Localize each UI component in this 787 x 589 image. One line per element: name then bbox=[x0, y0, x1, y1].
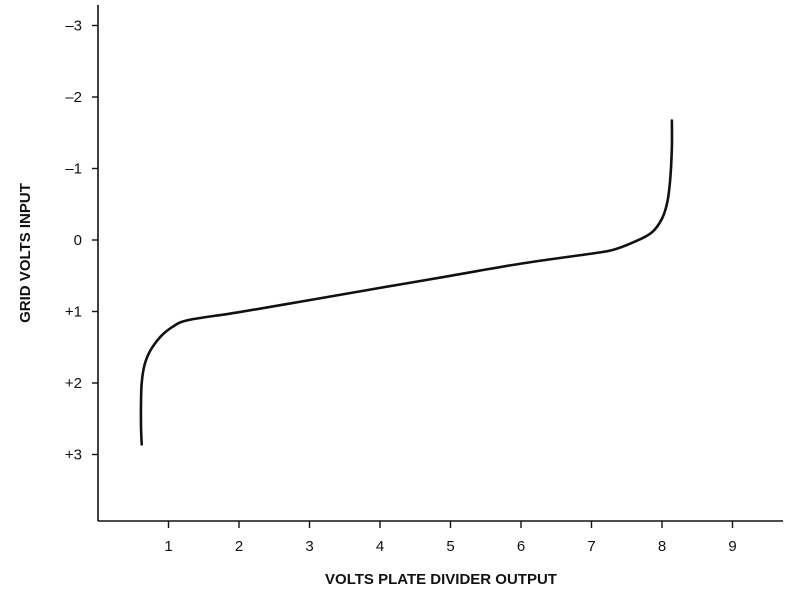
y-tick-label: +2 bbox=[65, 375, 82, 392]
x-tick-label: 8 bbox=[658, 538, 666, 555]
x-axis-title: VOLTS PLATE DIVIDER OUTPUT bbox=[325, 571, 557, 588]
tick-group: 1 2 3 4 5 6 7 8 9 –3 –2 –1 0 +1 +2 +3 bbox=[65, 18, 737, 556]
axes bbox=[97, 5, 783, 522]
series-line bbox=[139, 119, 674, 446]
x-tick-label: 1 bbox=[164, 538, 172, 555]
x-tick-label: 3 bbox=[305, 538, 313, 555]
x-tick-label: 2 bbox=[235, 538, 243, 555]
y-tick-label: +3 bbox=[65, 447, 82, 464]
x-tick-label: 9 bbox=[728, 538, 736, 555]
y-tick-label: –1 bbox=[65, 161, 82, 178]
y-axis-title: GRID VOLTS INPUT bbox=[17, 183, 34, 323]
x-tick-label: 5 bbox=[446, 538, 454, 555]
y-tick-label: –3 bbox=[65, 18, 82, 35]
x-tick-label: 4 bbox=[376, 538, 384, 555]
x-tick-label: 6 bbox=[517, 538, 525, 555]
y-tick-label: 0 bbox=[74, 232, 82, 249]
series-group bbox=[139, 119, 674, 446]
y-tick-label: +1 bbox=[65, 304, 82, 321]
y-tick-label: –2 bbox=[65, 89, 82, 106]
x-tick-label: 7 bbox=[587, 538, 595, 555]
